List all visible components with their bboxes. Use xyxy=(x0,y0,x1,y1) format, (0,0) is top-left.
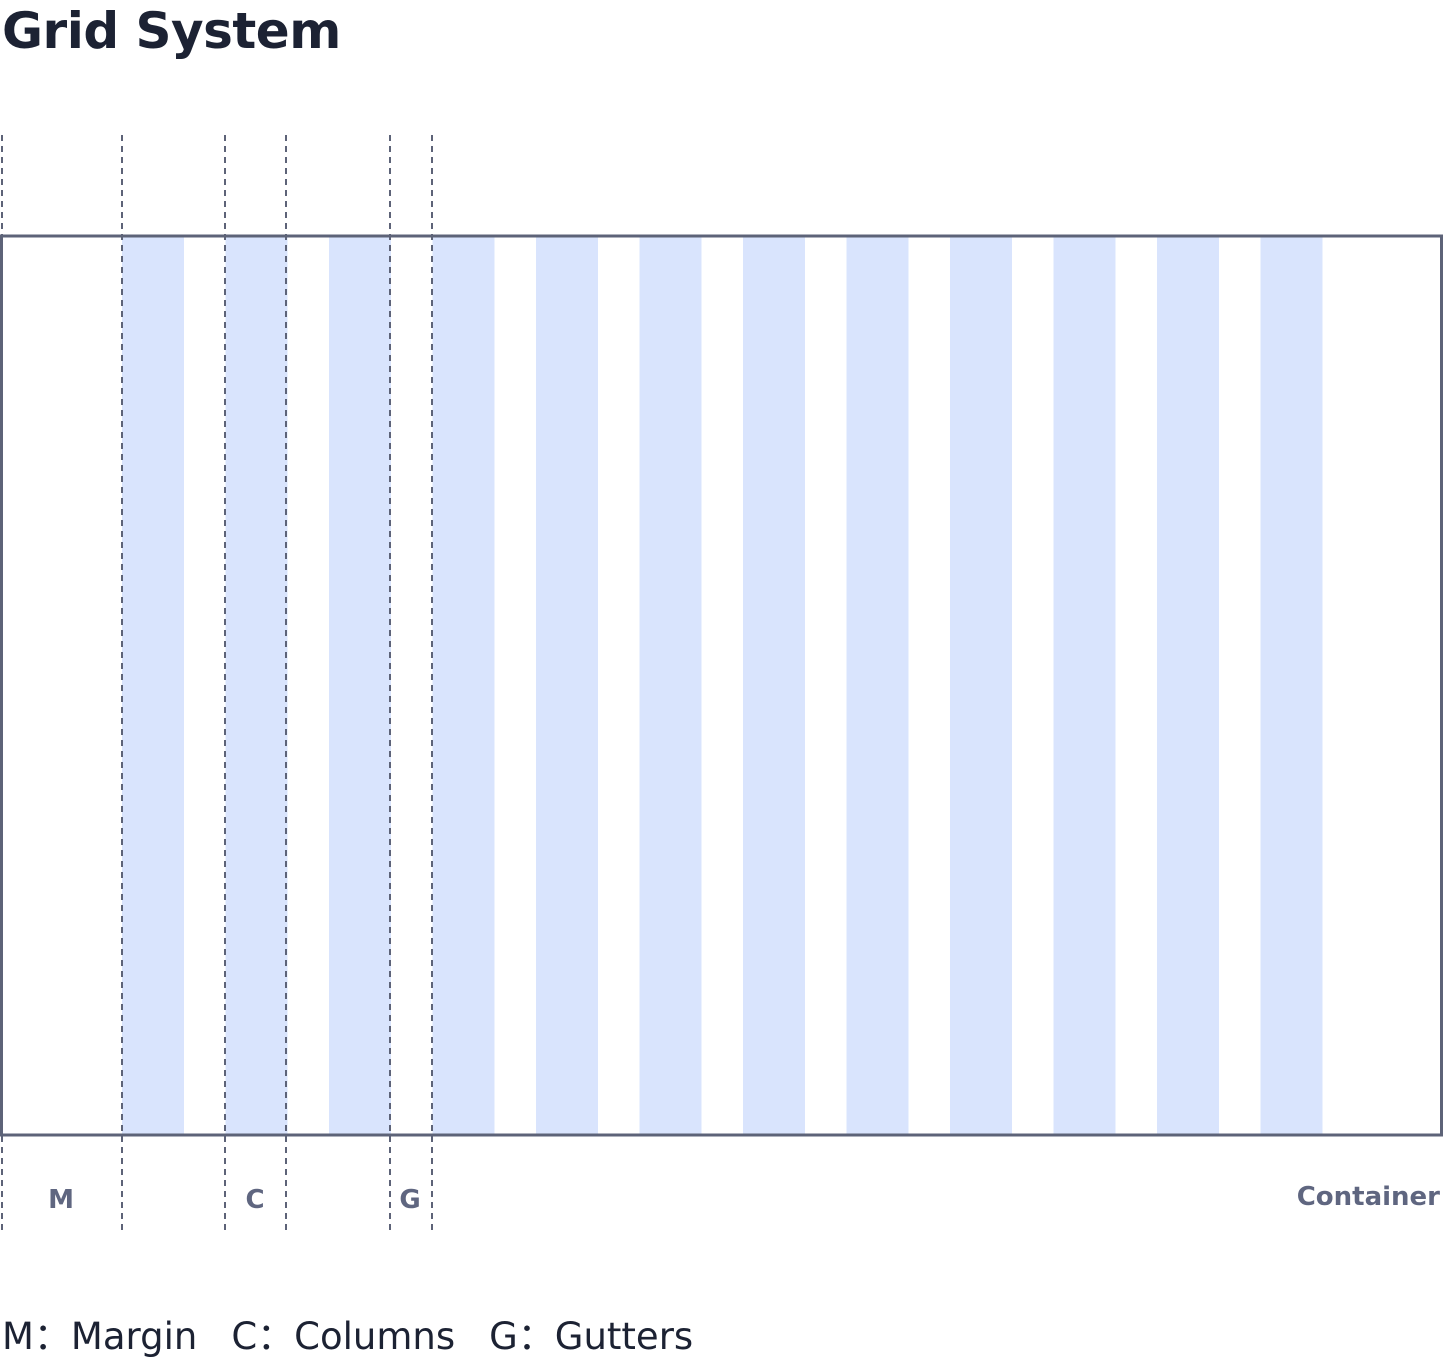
grid-column xyxy=(122,236,184,1135)
grid-column xyxy=(846,236,909,1135)
legend: M：Margin C：Columns G：Gutters xyxy=(2,1306,727,1360)
container-outline xyxy=(0,234,1443,1137)
legend-item-columns: C：Columns xyxy=(231,1315,456,1358)
grid-column xyxy=(639,236,702,1135)
legend-item-gutters: G：Gutters xyxy=(489,1315,694,1358)
margin-label: M xyxy=(48,1185,74,1215)
gutters-label: G xyxy=(399,1185,420,1215)
grid-column xyxy=(432,236,495,1135)
grid-column xyxy=(1157,236,1219,1135)
grid-column xyxy=(536,236,598,1135)
grid-column xyxy=(743,236,805,1135)
container-label: Container xyxy=(1297,1182,1440,1212)
grid-column xyxy=(1260,236,1323,1135)
grid-column xyxy=(329,236,391,1135)
grid-column xyxy=(225,236,288,1135)
page-title: Grid System xyxy=(2,2,341,60)
guide-lines xyxy=(1,135,433,1235)
grid-column xyxy=(1053,236,1116,1135)
columns-group xyxy=(122,236,1323,1135)
grid-column xyxy=(950,236,1012,1135)
columns-label: C xyxy=(245,1185,264,1215)
legend-item-margin: M：Margin xyxy=(2,1315,198,1358)
